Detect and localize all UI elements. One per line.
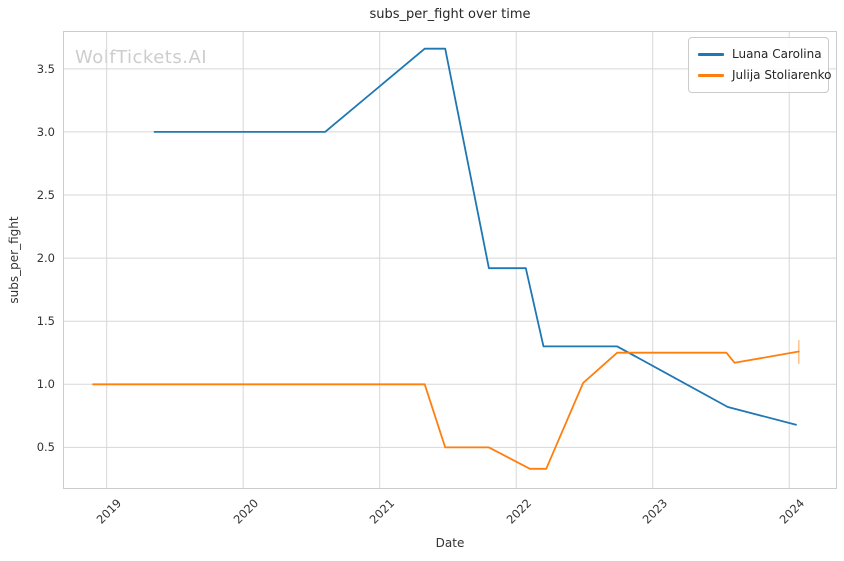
plot-area [63, 31, 837, 489]
series-line-0 [153, 47, 797, 426]
x-tick-label: 2021 [366, 496, 398, 527]
legend-item: Julija Stoliarenko [698, 65, 832, 86]
legend-label: Luana Carolina [732, 47, 822, 61]
x-tick-label: 2020 [230, 496, 262, 527]
chart-title: subs_per_fight over time [369, 7, 531, 22]
x-tick-label: 2023 [639, 496, 671, 527]
legend-label: Julija Stoliarenko [732, 68, 832, 82]
y-tick-label: 3.0 [36, 124, 55, 139]
legend-item: Luana Carolina [698, 44, 822, 65]
watermark: WolfTickets.AI [75, 47, 208, 68]
series-line-1 [92, 350, 800, 470]
y-tick-label: 1.5 [36, 314, 55, 329]
plot-border [63, 31, 837, 489]
y-tick-label: 0.5 [36, 440, 55, 455]
x-axis-label: Date [435, 536, 465, 550]
y-axis-label: subs_per_fight [7, 216, 21, 304]
y-tick-label: 2.0 [36, 251, 55, 266]
y-tick-label: 2.5 [36, 188, 55, 203]
y-tick-label: 3.5 [36, 61, 55, 76]
x-tick-label: 2022 [503, 496, 535, 527]
line-chart-canvas [63, 31, 837, 489]
legend-line-swatch [698, 74, 724, 77]
y-tick-label: 1.0 [36, 377, 55, 392]
x-tick-label: 2019 [93, 496, 125, 527]
x-tick-label: 2024 [776, 496, 808, 527]
legend: Luana Carolina Julija Stoliarenko [688, 37, 832, 93]
legend-line-swatch [698, 53, 724, 56]
